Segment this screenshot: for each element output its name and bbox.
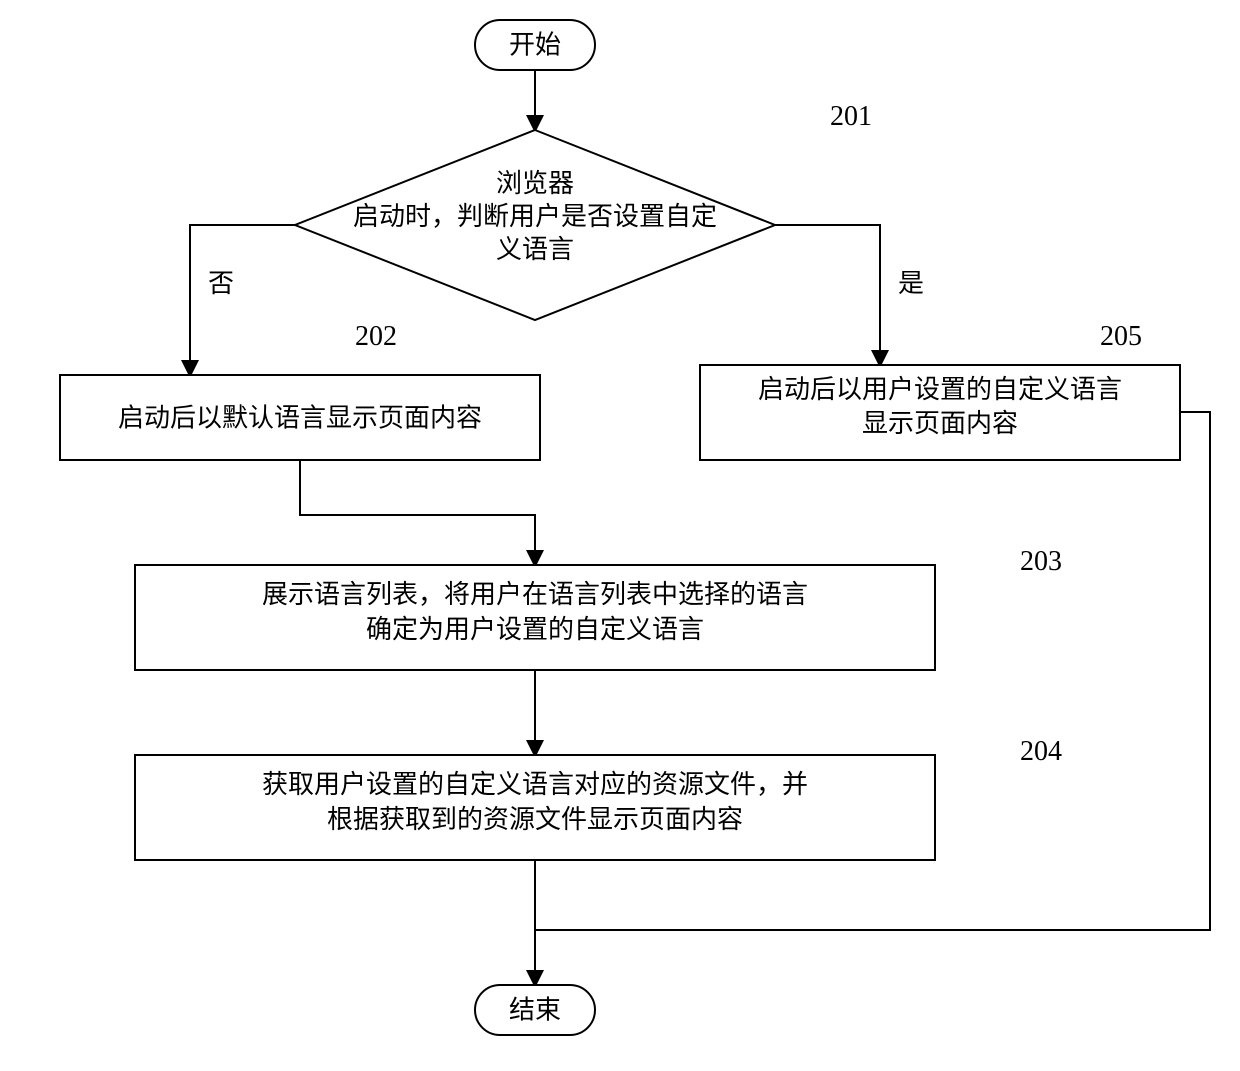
edge-label-yes: 是	[898, 269, 924, 298]
svg-text:启动后以默认语言显示页面内容: 启动后以默认语言显示页面内容	[118, 404, 482, 433]
svg-text:启动后以用户设置的自定义语言: 启动后以用户设置的自定义语言	[758, 375, 1122, 404]
svg-text:浏览器: 浏览器	[496, 169, 574, 198]
edge-decision-no	[190, 225, 295, 375]
svg-text:结束: 结束	[509, 996, 561, 1025]
svg-text:根据获取到的资源文件显示页面内容: 根据获取到的资源文件显示页面内容	[327, 805, 743, 834]
node-205: 启动后以用户设置的自定义语言 显示页面内容	[700, 365, 1180, 460]
svg-text:展示语言列表，将用户在语言列表中选择的语言: 展示语言列表，将用户在语言列表中选择的语言	[262, 580, 808, 609]
svg-text:义语言: 义语言	[496, 235, 574, 264]
svg-text:开始: 开始	[509, 31, 561, 60]
svg-text:确定为用户设置的自定义语言: 确定为用户设置的自定义语言	[366, 615, 704, 644]
node-end: 结束	[475, 985, 595, 1035]
node-203: 展示语言列表，将用户在语言列表中选择的语言 确定为用户设置的自定义语言	[135, 565, 935, 670]
edge-label-no: 否	[208, 269, 234, 298]
flowchart: 否 是 开始 浏览器 启动时，判断用户是否设置自定 义语言 201 启动后以默认…	[0, 0, 1240, 1071]
num-201: 201	[830, 101, 872, 132]
num-203: 203	[1020, 546, 1062, 577]
edge-202-203	[300, 460, 535, 565]
num-205: 205	[1100, 321, 1142, 352]
num-204: 204	[1020, 736, 1062, 767]
node-start: 开始	[475, 20, 595, 70]
svg-text:显示页面内容: 显示页面内容	[862, 409, 1018, 438]
node-202: 启动后以默认语言显示页面内容	[60, 375, 540, 460]
edge-decision-yes	[775, 225, 880, 365]
node-decision: 浏览器 启动时，判断用户是否设置自定 义语言	[295, 130, 775, 320]
num-202: 202	[355, 321, 397, 352]
svg-text:启动时，判断用户是否设置自定: 启动时，判断用户是否设置自定	[353, 202, 717, 231]
svg-text:获取用户设置的自定义语言对应的资源文件，并: 获取用户设置的自定义语言对应的资源文件，并	[262, 770, 808, 799]
node-204: 获取用户设置的自定义语言对应的资源文件，并 根据获取到的资源文件显示页面内容	[135, 755, 935, 860]
